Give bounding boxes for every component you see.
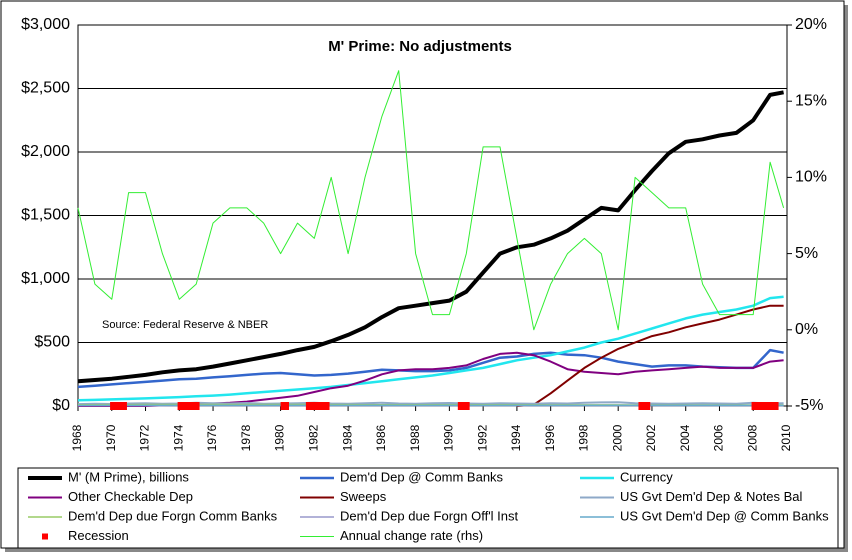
legend-label: Dem'd Dep due Forgn Comm Banks (68, 508, 278, 523)
y2-tick-label: 15% (795, 92, 827, 109)
legend-label: Sweeps (340, 489, 387, 504)
chart-title: M' Prime: No adjustments (328, 38, 512, 55)
y-tick-label: $1,000 (21, 270, 70, 287)
x-tick-label: 1994 (509, 424, 523, 451)
x-tick-label: 1982 (307, 424, 321, 451)
x-tick-label: 1976 (205, 424, 219, 451)
legend-label: Currency (620, 469, 673, 484)
y-tick-label: $500 (34, 334, 70, 351)
x-tick-label: 2002 (644, 424, 658, 451)
series-line (77, 70, 785, 331)
y2-tick-label: 10% (795, 169, 827, 186)
legend-swatch (42, 533, 48, 540)
recession-bar (638, 402, 651, 410)
annotation: Source: Federal Reserve & NBER (102, 319, 268, 331)
x-tick-label: 2004 (678, 424, 692, 451)
y2-tick-label: 5% (795, 245, 818, 262)
x-tick-label: 2010 (779, 424, 793, 451)
y-tick-label: $0 (52, 397, 70, 414)
y2-tick-label: 20% (795, 16, 827, 33)
recession-bar (457, 402, 470, 410)
legend-label: Annual change rate (rhs) (340, 528, 483, 543)
recession-bar (751, 402, 779, 410)
legend-label: US Gvt Dem'd Dep & Notes Bal (620, 489, 802, 504)
x-tick-label: 1990 (442, 424, 456, 451)
x-tick-label: 1992 (475, 424, 489, 451)
x-tick-label: 1968 (70, 424, 84, 451)
y-tick-label: $3,000 (21, 16, 70, 33)
legend (17, 467, 839, 549)
series-line (77, 348, 784, 389)
x-tick-label: 1980 (273, 424, 287, 451)
recession-bar (177, 402, 200, 410)
recession-bar (305, 402, 330, 410)
y-tick-label: $2,500 (21, 80, 70, 97)
legend-label: Dem'd Dep due Forgn Off'l Inst (340, 508, 519, 523)
series-line (77, 295, 784, 402)
x-tick-label: 1984 (340, 424, 354, 451)
x-tick-label: 1974 (171, 424, 185, 451)
series-line (516, 304, 784, 407)
recession-bar (110, 402, 127, 410)
series-line (77, 90, 784, 384)
x-tick-label: 1998 (577, 424, 591, 451)
x-tick-label: 2006 (712, 424, 726, 451)
legend-label: M' (M Prime), billions (68, 469, 189, 484)
frame (0, 0, 845, 549)
x-tick-label: 1970 (104, 424, 118, 451)
legend-label: Other Checkable Dep (68, 489, 193, 504)
legend-label: Dem'd Dep @ Comm Banks (340, 469, 504, 484)
y-tick-label: $1,500 (21, 207, 70, 224)
x-tick-label: 2008 (745, 424, 759, 451)
recession-bar (280, 402, 290, 410)
x-tick-label: 1988 (408, 424, 422, 451)
x-tick-label: 2000 (610, 424, 624, 451)
legend-label: US Gvt Dem'd Dep @ Comm Banks (620, 508, 829, 523)
x-tick-label: 1996 (543, 424, 557, 451)
y2-tick-label: -5% (795, 397, 823, 414)
x-tick-label: 1978 (239, 424, 253, 451)
legend-label: Recession (68, 528, 129, 543)
y2-tick-label: 0% (795, 321, 818, 338)
x-tick-label: 1972 (138, 424, 152, 451)
y-tick-label: $2,000 (21, 143, 70, 160)
x-tick-label: 1986 (374, 424, 388, 451)
